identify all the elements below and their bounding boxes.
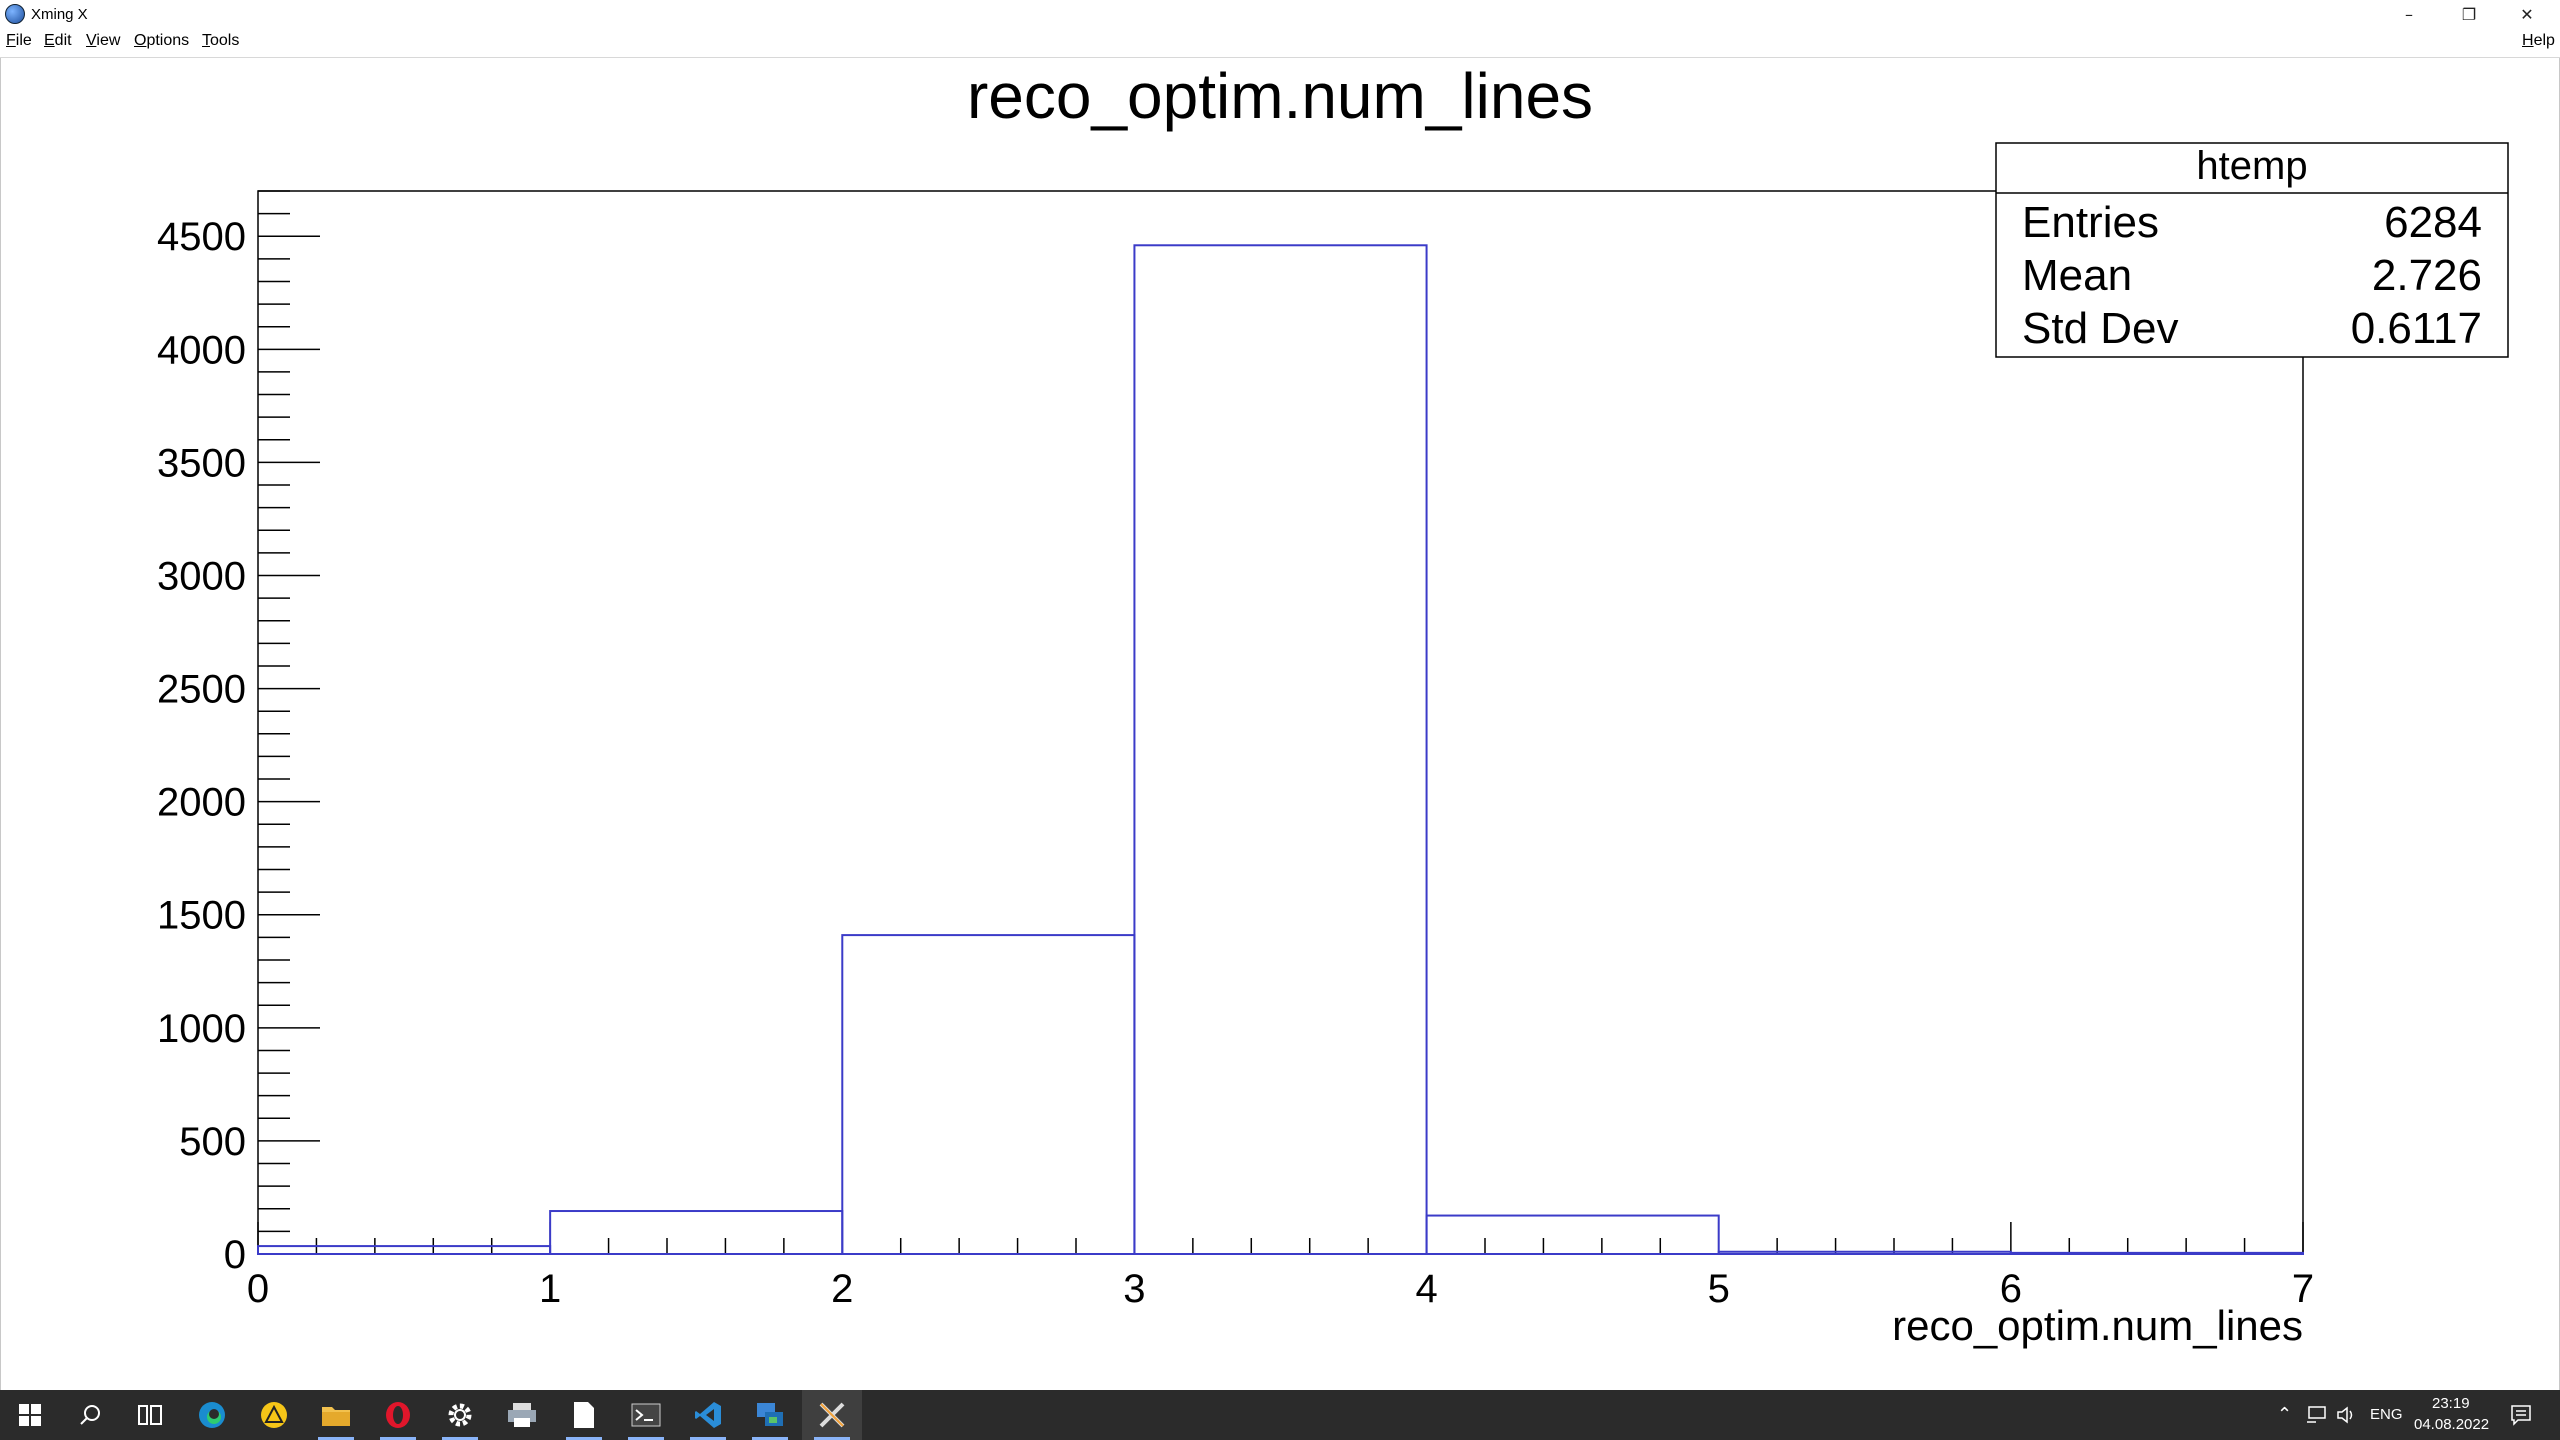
- histogram-bin: [257, 1245, 552, 1255]
- window-title-bar: Xming X – ❐ ✕: [0, 0, 2560, 28]
- x-axis-title: reco_optim.num_lines: [1892, 1302, 2303, 1349]
- menu-help[interactable]: Help: [2522, 32, 2555, 49]
- xming-taskbar-icon[interactable]: [802, 1390, 862, 1440]
- clock-date[interactable]: 04.08.2022: [2414, 1416, 2490, 1433]
- printer-icon[interactable]: [492, 1390, 552, 1440]
- x-tick-label: 4: [1415, 1267, 1437, 1311]
- xming-icon: [5, 4, 25, 24]
- stats-label: Entries: [2022, 198, 2159, 247]
- stats-box-title: htemp: [2196, 144, 2307, 188]
- x-tick-label: 1: [539, 1267, 561, 1311]
- histogram-bin: [1133, 244, 1428, 1256]
- menu-tools[interactable]: Tools: [202, 32, 240, 49]
- root-canvas[interactable]: reco_optim.num_lines 0 500 1000 1500 2000 2500…: [0, 58, 2560, 1390]
- menu-options[interactable]: Options: [134, 32, 190, 49]
- chart-title: reco_optim.num_lines: [967, 60, 1593, 132]
- histogram-bin: [1717, 1250, 2012, 1255]
- vscode-icon[interactable]: [678, 1390, 738, 1440]
- menu-file[interactable]: File: [6, 32, 32, 49]
- minimize-icon[interactable]: –: [2405, 4, 2413, 24]
- y-tick-label: 4500: [157, 215, 246, 259]
- y-tick-label: 1000: [157, 1007, 246, 1051]
- settings-icon[interactable]: [430, 1390, 490, 1440]
- stats-value: 6284: [2384, 198, 2482, 247]
- stats-label: Mean: [2022, 251, 2132, 300]
- opera-icon[interactable]: [368, 1390, 428, 1440]
- terminal-icon[interactable]: [616, 1390, 676, 1440]
- warning-app-icon[interactable]: [244, 1390, 304, 1440]
- file-explorer-icon[interactable]: [306, 1390, 366, 1440]
- stats-label: Std Dev: [2022, 304, 2179, 353]
- task-view-icon[interactable]: [120, 1390, 180, 1440]
- y-tick-label: 2000: [157, 781, 246, 825]
- search-icon[interactable]: [60, 1390, 120, 1440]
- y-tick-label: 3500: [157, 441, 246, 485]
- histogram-bin: [1425, 1214, 1720, 1255]
- taskbar: ⌃ ENG 23:19 04.08.2022: [0, 1390, 2560, 1440]
- language-indicator[interactable]: ENG: [2370, 1406, 2403, 1423]
- y-tick-label: 3000: [157, 554, 246, 598]
- x-tick-label: 5: [1708, 1267, 1730, 1311]
- stats-box: [1995, 142, 2509, 358]
- y-tick-label: 1500: [157, 894, 246, 938]
- x-tick-label: 0: [247, 1267, 269, 1311]
- y-tick-label: 4000: [157, 328, 246, 372]
- stats-value: 0.6117: [2351, 304, 2482, 353]
- volume-icon[interactable]: [2336, 1406, 2356, 1424]
- x-tick-label: 3: [1123, 1267, 1145, 1311]
- stats-value: 2.726: [2372, 251, 2482, 300]
- edge-icon[interactable]: [182, 1390, 242, 1440]
- y-tick-label: 500: [179, 1120, 246, 1164]
- histogram-bin: [2009, 1251, 2305, 1255]
- notifications-icon[interactable]: [2510, 1404, 2532, 1426]
- histogram-bin: [841, 934, 1136, 1255]
- network-icon[interactable]: [2306, 1406, 2326, 1424]
- menu-view[interactable]: View: [86, 32, 121, 49]
- x-tick-label: 2: [831, 1267, 853, 1311]
- windows-start-icon[interactable]: [0, 1390, 60, 1440]
- histogram-bin: [549, 1210, 844, 1256]
- menu-edit[interactable]: Edit: [44, 32, 72, 49]
- clock-time[interactable]: 23:19: [2432, 1395, 2470, 1412]
- window-title: Xming X: [31, 5, 88, 23]
- restore-icon[interactable]: ❐: [2461, 4, 2477, 24]
- notepad-icon[interactable]: [554, 1390, 614, 1440]
- histogram-chart: reco_optim.num_lines05001000150020002500…: [157, 60, 2509, 1349]
- close-icon[interactable]: ✕: [2520, 4, 2534, 24]
- remote-desktop-icon[interactable]: [740, 1390, 800, 1440]
- x-tick-label: 6: [2000, 1267, 2022, 1311]
- y-tick-label: 0: [224, 1233, 246, 1277]
- x-tick-label: 7: [2292, 1267, 2314, 1311]
- menu-bar: File Edit View Options Tools Help: [0, 28, 2560, 58]
- show-hidden-icons[interactable]: ⌃: [2277, 1404, 2293, 1424]
- y-tick-label: 2500: [157, 668, 246, 712]
